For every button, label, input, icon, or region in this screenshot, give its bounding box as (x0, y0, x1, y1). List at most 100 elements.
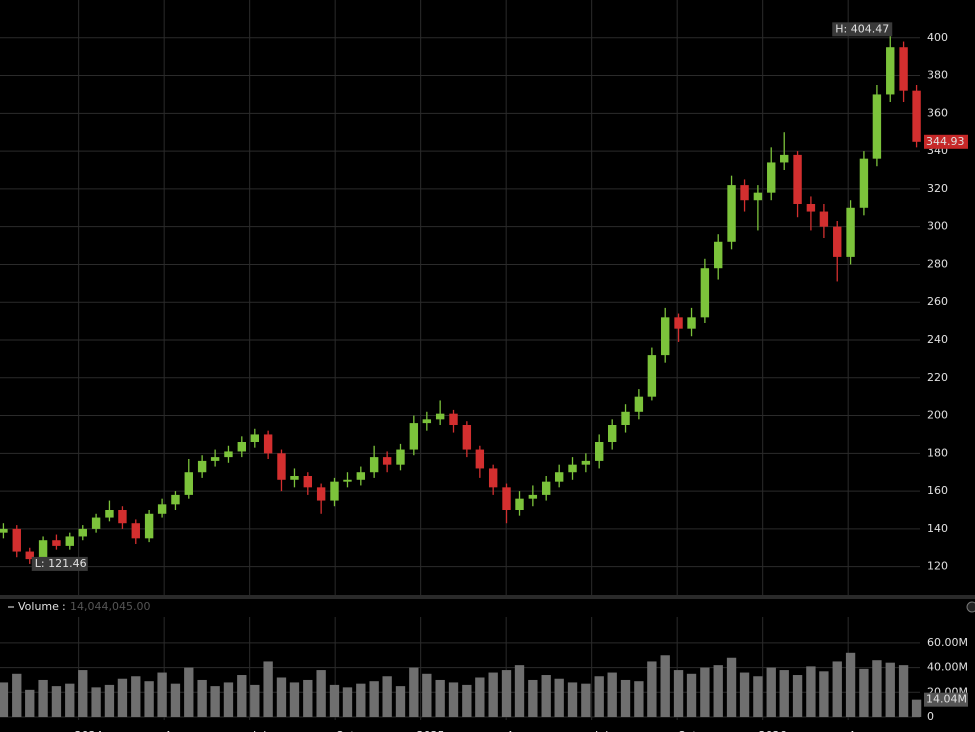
volume-bar (766, 667, 776, 717)
volume-bar (369, 681, 379, 717)
volume-bar (329, 684, 340, 717)
candle-body (382, 457, 392, 465)
y-tick-label: 140 (927, 522, 948, 535)
volume-bar (581, 683, 591, 717)
candle-body (277, 453, 286, 480)
volume-bar (448, 682, 459, 717)
volume-bar (528, 679, 538, 717)
pane-separator (0, 595, 975, 599)
volume-bar (170, 683, 181, 717)
candle-body (780, 154, 789, 163)
volume-bar (832, 661, 842, 717)
volume-bar (197, 679, 207, 717)
volume-bar (594, 676, 604, 717)
candle-body (912, 90, 921, 142)
y-tick-label: 160 (927, 484, 948, 497)
x-tick-label: Apr (507, 729, 527, 732)
candle-body (687, 317, 696, 329)
volume-bar (488, 672, 498, 717)
pane-close-icon[interactable] (966, 601, 975, 613)
low-label-box (31, 556, 88, 571)
candle-body (515, 498, 524, 510)
volume-tick-label: 60.00M (927, 636, 968, 649)
volume-bar (38, 679, 48, 717)
volume-bar (686, 673, 697, 717)
candle-body (661, 317, 670, 356)
volume-bar (409, 667, 419, 717)
candle-body (607, 425, 617, 442)
candle-body (899, 47, 908, 91)
candle-body (833, 226, 842, 257)
candle-body (541, 481, 551, 495)
volume-bar (289, 682, 300, 717)
volume-bar (567, 682, 578, 717)
candle-body (594, 442, 604, 461)
candle-body (184, 472, 193, 495)
candle-body (714, 241, 723, 269)
candle-body (859, 158, 869, 208)
volume-bar (514, 665, 525, 717)
y-tick-label: 120 (927, 560, 948, 573)
volume-bar (673, 670, 684, 717)
volume-bar (276, 677, 287, 717)
low-label: L: 121.46 (35, 557, 87, 570)
x-tick-label: Apr (849, 729, 869, 732)
volume-bar (303, 679, 313, 717)
candle-body (502, 487, 511, 510)
high-label-box (832, 22, 893, 37)
volume-bar (713, 665, 723, 717)
y-tick-label: 280 (927, 257, 948, 270)
candle-body (157, 504, 167, 514)
y-tick-label: 260 (927, 295, 948, 308)
candle-body (621, 411, 630, 425)
candle-body (316, 487, 326, 501)
candle-body (356, 472, 366, 480)
x-tick-label: Jul (252, 729, 266, 732)
volume-bar (475, 677, 485, 717)
y-tick-label: 380 (927, 69, 948, 82)
candle-body (767, 162, 776, 193)
volume-bar (607, 672, 617, 717)
candle-body (91, 517, 101, 529)
volume-bar (131, 676, 141, 717)
candle-body (197, 460, 207, 473)
volume-bar (237, 675, 247, 717)
candle-body (290, 476, 299, 480)
candle-body (330, 481, 339, 501)
x-tick-label: Apr (165, 729, 185, 732)
candle-body (806, 204, 816, 212)
volume-legend-value: 14,044,045.00 (70, 600, 150, 613)
candle-body (568, 464, 577, 473)
x-tick-label: Oct (336, 729, 356, 732)
candle-body (793, 154, 802, 204)
candle-body (700, 268, 710, 318)
candle-body (647, 355, 657, 397)
volume-tick-label: 40.00M (927, 661, 968, 674)
y-tick-label: 240 (927, 333, 948, 346)
volume-bar (51, 686, 62, 717)
candle-body (422, 419, 432, 424)
volume-bar (620, 679, 631, 717)
y-tick-label: 180 (927, 446, 948, 459)
volume-bar (382, 676, 392, 717)
volume-bar (78, 670, 88, 717)
candle-body (0, 528, 8, 533)
volume-bar (25, 689, 35, 717)
volume-bar (541, 675, 551, 717)
candle-body (224, 451, 233, 458)
last-volume-box (924, 692, 968, 707)
volume-bar (157, 672, 167, 717)
volume-bar (885, 662, 895, 717)
volume-bar (462, 684, 472, 717)
volume-bar (104, 684, 115, 717)
candle-body (581, 460, 591, 465)
volume-bar (845, 652, 856, 717)
y-tick-label: 360 (927, 106, 948, 119)
last-price-label: 344.93 (926, 135, 965, 148)
volume-bar (634, 681, 644, 717)
y-tick-label: 320 (927, 182, 948, 195)
candle-body (263, 434, 273, 454)
candle-body (528, 494, 538, 499)
